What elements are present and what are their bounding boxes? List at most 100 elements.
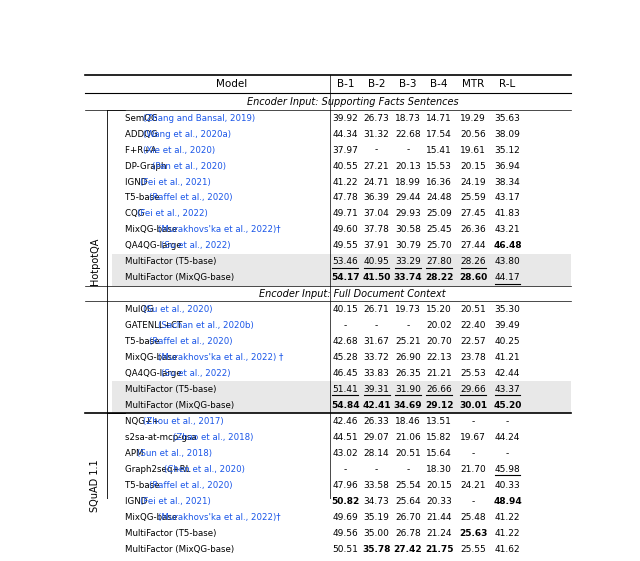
Text: 49.69: 49.69	[333, 513, 358, 522]
Text: (Fei et al., 2022): (Fei et al., 2022)	[137, 209, 207, 218]
Text: 28.22: 28.22	[425, 273, 453, 282]
Text: 44.17: 44.17	[495, 273, 520, 282]
Text: 40.95: 40.95	[364, 257, 390, 266]
Text: 53.46: 53.46	[333, 257, 358, 266]
Text: 43.02: 43.02	[333, 449, 358, 458]
Text: (Xie et al., 2020): (Xie et al., 2020)	[143, 145, 215, 154]
Text: GATENLL+CT: GATENLL+CT	[125, 321, 184, 330]
Text: 42.46: 42.46	[333, 417, 358, 426]
Text: Encoder Input: Supporting Facts Sentences: Encoder Input: Supporting Facts Sentence…	[247, 97, 459, 107]
Text: QA4QG-large: QA4QG-large	[125, 241, 184, 250]
Text: 24.19: 24.19	[461, 177, 486, 186]
Text: F+R+A: F+R+A	[125, 145, 159, 154]
Text: 42.44: 42.44	[495, 369, 520, 378]
Text: 15.82: 15.82	[426, 433, 452, 442]
Text: 25.45: 25.45	[426, 226, 452, 234]
Bar	[112, 525, 571, 541]
Text: 26.33: 26.33	[364, 417, 390, 426]
Text: 23.78: 23.78	[460, 353, 486, 362]
Text: (Chen et al., 2020): (Chen et al., 2020)	[164, 465, 245, 474]
Text: MixQG-base: MixQG-base	[125, 353, 180, 362]
Text: MulQG: MulQG	[125, 305, 156, 314]
Text: T5-base: T5-base	[125, 194, 162, 203]
Text: (Su et al., 2020): (Su et al., 2020)	[143, 305, 212, 314]
Text: B-3: B-3	[399, 79, 417, 89]
Text: 21.44: 21.44	[426, 513, 452, 522]
Text: 26.66: 26.66	[426, 385, 452, 394]
Text: -: -	[344, 321, 347, 330]
Text: 20.02: 20.02	[426, 321, 452, 330]
Text: 54.84: 54.84	[331, 401, 360, 410]
Bar	[112, 254, 571, 270]
Text: 45.20: 45.20	[493, 401, 522, 410]
Text: 30.79: 30.79	[395, 241, 420, 250]
Text: 37.78: 37.78	[364, 226, 390, 234]
Text: CQG: CQG	[125, 209, 147, 218]
Text: 33.29: 33.29	[395, 257, 420, 266]
Text: (Raffel et al., 2020): (Raffel et al., 2020)	[149, 337, 232, 346]
Text: 49.56: 49.56	[333, 528, 358, 537]
Text: Graph2seq+RL: Graph2seq+RL	[125, 465, 193, 474]
Text: 39.92: 39.92	[333, 113, 358, 122]
Text: 25.63: 25.63	[459, 528, 488, 537]
Text: (Murakhovs'ka et al., 2022)†: (Murakhovs'ka et al., 2022)†	[158, 226, 281, 234]
Text: 37.91: 37.91	[364, 241, 390, 250]
Text: 24.21: 24.21	[461, 481, 486, 490]
Text: 21.75: 21.75	[425, 545, 453, 554]
Text: 27.42: 27.42	[394, 545, 422, 554]
Text: 50.82: 50.82	[332, 496, 360, 505]
Text: (Pan et al., 2020): (Pan et al., 2020)	[152, 162, 226, 171]
Text: B-1: B-1	[337, 79, 354, 89]
Text: QA4QG-large: QA4QG-large	[125, 369, 184, 378]
Text: 40.33: 40.33	[495, 481, 520, 490]
Text: 25.48: 25.48	[461, 513, 486, 522]
Text: 22.40: 22.40	[461, 321, 486, 330]
Text: 29.66: 29.66	[460, 385, 486, 394]
Text: 36.94: 36.94	[495, 162, 520, 171]
Text: 41.50: 41.50	[362, 273, 391, 282]
Text: 25.09: 25.09	[426, 209, 452, 218]
Text: 43.21: 43.21	[495, 226, 520, 234]
Text: 49.55: 49.55	[333, 241, 358, 250]
Text: Encoder Input: Full Document Context: Encoder Input: Full Document Context	[259, 289, 446, 298]
Text: -: -	[506, 449, 509, 458]
Text: 28.26: 28.26	[461, 257, 486, 266]
Text: 26.70: 26.70	[395, 513, 420, 522]
Text: IGND: IGND	[125, 177, 150, 186]
Text: 19.61: 19.61	[460, 145, 486, 154]
Text: -: -	[472, 449, 475, 458]
Text: (Raffel et al., 2020): (Raffel et al., 2020)	[149, 194, 232, 203]
Text: 31.32: 31.32	[364, 130, 390, 139]
Text: 51.41: 51.41	[333, 385, 358, 394]
Text: DP-Graph: DP-Graph	[125, 162, 169, 171]
Text: MixQG-base: MixQG-base	[125, 226, 180, 234]
Text: 14.71: 14.71	[426, 113, 452, 122]
Text: 25.70: 25.70	[426, 241, 452, 250]
Text: 31.67: 31.67	[364, 337, 390, 346]
Text: 18.30: 18.30	[426, 465, 452, 474]
Text: 47.78: 47.78	[333, 194, 358, 203]
Text: 44.34: 44.34	[333, 130, 358, 139]
Text: (Su et al., 2022): (Su et al., 2022)	[161, 369, 231, 378]
Text: 21.21: 21.21	[426, 369, 452, 378]
Text: 13.51: 13.51	[426, 417, 452, 426]
Text: 28.14: 28.14	[364, 449, 389, 458]
Text: 19.29: 19.29	[460, 113, 486, 122]
Text: 35.12: 35.12	[495, 145, 520, 154]
Text: Model: Model	[216, 79, 247, 89]
Text: 41.83: 41.83	[495, 209, 520, 218]
Text: 17.54: 17.54	[426, 130, 452, 139]
Text: 45.28: 45.28	[333, 353, 358, 362]
Text: 15.20: 15.20	[426, 305, 452, 314]
Text: SemQG: SemQG	[125, 113, 160, 122]
Text: 40.25: 40.25	[495, 337, 520, 346]
Text: R-L: R-L	[499, 79, 516, 89]
Text: MultiFactor (T5-base): MultiFactor (T5-base)	[125, 385, 216, 394]
Text: 18.99: 18.99	[395, 177, 420, 186]
Text: 20.33: 20.33	[426, 496, 452, 505]
Text: 33.72: 33.72	[364, 353, 390, 362]
Text: 42.41: 42.41	[362, 401, 391, 410]
Text: 20.15: 20.15	[460, 162, 486, 171]
Text: SQuAD 1.1: SQuAD 1.1	[90, 459, 100, 512]
Text: (Sachan et al., 2020b): (Sachan et al., 2020b)	[158, 321, 254, 330]
